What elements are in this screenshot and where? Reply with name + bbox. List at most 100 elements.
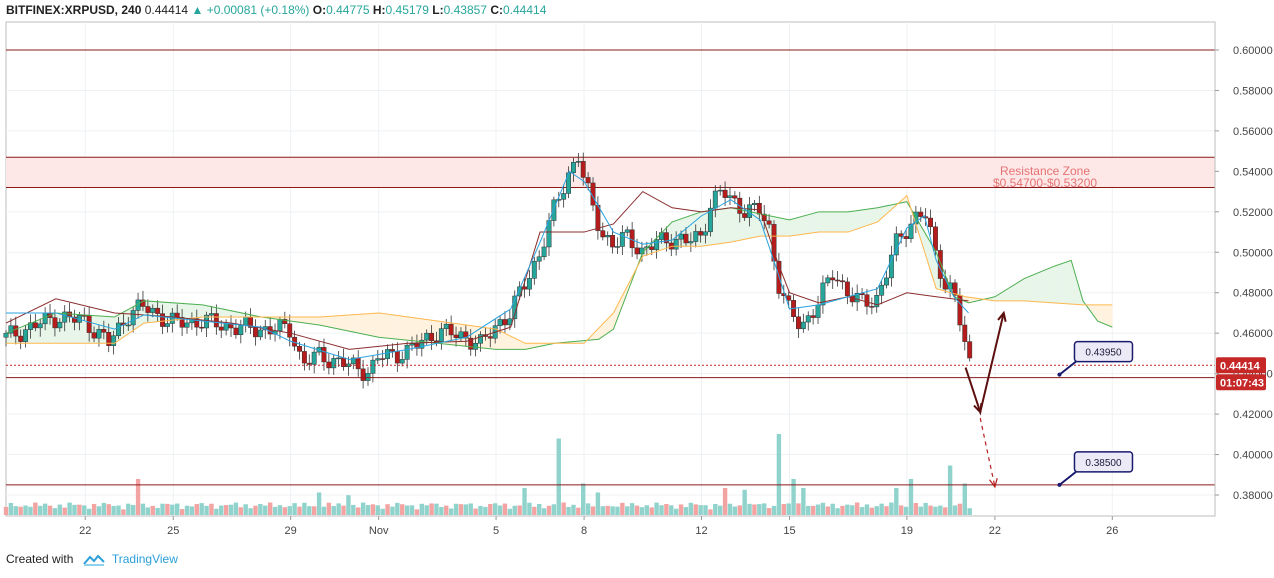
candle-body [932, 226, 938, 251]
volume-bar [18, 506, 23, 515]
volume-bar [267, 502, 273, 515]
volume-bar [13, 506, 18, 515]
candle-body [209, 313, 214, 316]
candle-body [287, 323, 293, 338]
volume-bar [483, 506, 488, 515]
candle-body [835, 279, 841, 282]
cloud-segment [407, 316, 412, 341]
resistance-zone-range: $0.54700-$0.53200 [993, 176, 1097, 190]
volume-bar [610, 506, 615, 515]
candle-body [928, 217, 933, 228]
cloud-segment [1009, 285, 1013, 302]
last-price: 0.44414 [144, 3, 189, 17]
candle-body [478, 334, 483, 344]
cloud-segment [369, 313, 374, 337]
candle-body [888, 254, 894, 279]
cloud-segment [375, 312, 379, 338]
candle-body [311, 351, 317, 365]
volume-bar [488, 504, 493, 515]
candle-body [32, 322, 38, 329]
volume-bar [874, 506, 879, 515]
countdown-label: 01:07:43 [1220, 377, 1264, 389]
close-label: C: [490, 3, 503, 17]
candle-body [673, 238, 679, 250]
cloud-segment [721, 208, 726, 244]
volume-bar [473, 508, 478, 515]
volume-bar [106, 504, 111, 515]
candle-body [742, 213, 748, 218]
resistance-zone-label: Resistance Zone [1000, 164, 1090, 178]
volume-bar [243, 504, 248, 515]
volume-bar [771, 505, 777, 515]
volume-bar [918, 506, 923, 515]
cloud-segment [1041, 269, 1046, 303]
volume-bar [360, 502, 366, 515]
high-label: H: [372, 3, 386, 17]
candle-body [106, 332, 112, 346]
volume-bar [957, 503, 963, 515]
volume-bar [52, 508, 58, 515]
cloud-segment [1103, 304, 1107, 326]
time-tick-label: 22 [989, 525, 1001, 537]
volume-bar [248, 508, 253, 515]
cloud-segment [727, 207, 732, 243]
volume-bar [116, 505, 121, 515]
cloud-segment [1021, 278, 1025, 302]
volume-bar [556, 438, 561, 515]
candle-body [453, 334, 459, 338]
volume-bar [810, 505, 816, 515]
volume-bar [913, 502, 919, 515]
volume-bar [786, 503, 791, 515]
candle-body [678, 233, 684, 240]
candle-body [796, 316, 801, 330]
cloud-segment [190, 303, 195, 319]
candle-body [321, 347, 327, 363]
volume-bar [458, 504, 464, 515]
candle-body [223, 323, 229, 331]
candle-body [424, 332, 430, 341]
cloud-segment [1053, 265, 1057, 304]
volume-bar [277, 505, 283, 515]
volume-bar [820, 502, 826, 515]
volume-bar [845, 504, 850, 515]
projection-arrowhead-up [997, 310, 1007, 322]
cloud-segment [812, 212, 817, 234]
volume-bar [688, 502, 694, 515]
candle-body [663, 232, 669, 244]
candle-body [194, 318, 200, 328]
cloud-segment [331, 315, 335, 329]
volume-bar [135, 479, 141, 515]
cloud-segment [352, 314, 356, 333]
volume-bar [326, 502, 332, 515]
volume-bar [42, 503, 48, 515]
volume-bar [370, 504, 376, 515]
resistance-zone-fill [6, 157, 1215, 188]
volume-bar [321, 506, 327, 515]
volume-bar [272, 506, 278, 515]
cloud-segment [396, 315, 400, 340]
volume-bar [713, 503, 718, 515]
time-axis[interactable]: 22 25 29 Nov 5 8 12 15 19 22 26 [79, 516, 1118, 537]
candle-body [18, 335, 24, 342]
candlesticks [3, 152, 973, 389]
volume-bar [385, 504, 390, 515]
volume-bar [571, 504, 576, 515]
candle-body [277, 319, 283, 332]
resistance-zone: Resistance Zone $0.54700-$0.53200 [6, 156, 1215, 190]
price-axis[interactable]: 0.60000 0.58000 0.56000 0.54000 0.52000 0.500… [1214, 22, 1273, 516]
volume-bar [189, 506, 195, 515]
cloud-segment [354, 314, 359, 334]
tradingview-link[interactable]: TradingView [111, 552, 178, 566]
candle-body [414, 343, 420, 349]
candle-body [355, 357, 361, 370]
volume-bar [86, 508, 92, 515]
target-anchor-1 [1057, 482, 1062, 487]
candle-body [57, 321, 63, 329]
volume-bar [253, 505, 258, 515]
candle-body [385, 349, 391, 360]
candle-body [350, 357, 356, 365]
candle-body [23, 329, 29, 342]
candle-body [844, 281, 850, 297]
volume-bar [130, 504, 136, 515]
